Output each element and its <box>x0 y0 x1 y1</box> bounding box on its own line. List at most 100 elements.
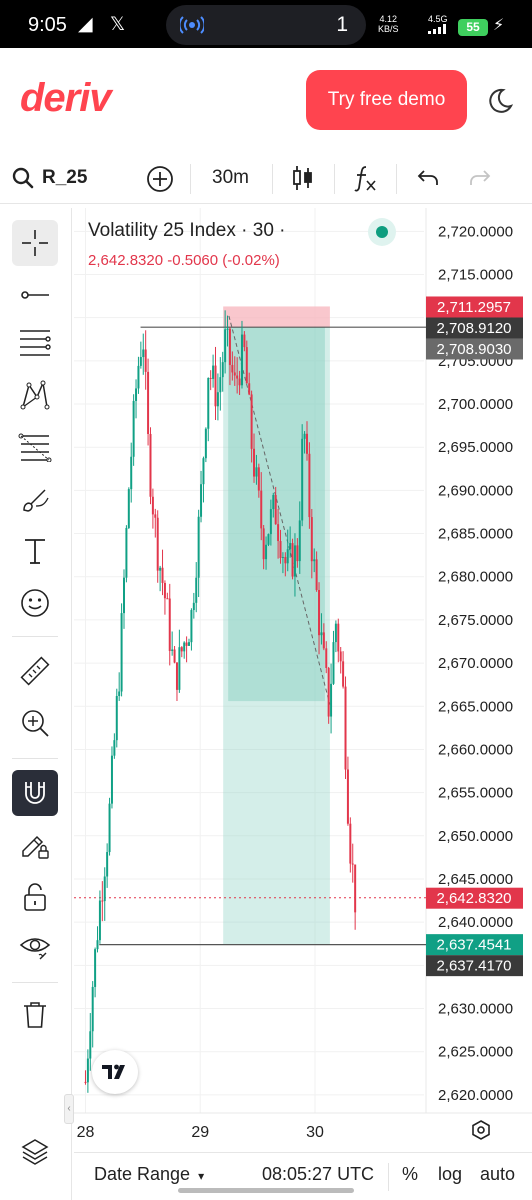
candle-body <box>96 940 99 950</box>
auto-scale-toggle[interactable]: auto <box>480 1164 516 1184</box>
price-label-box <box>426 955 523 977</box>
try-free-demo-button[interactable]: Try free demo <box>306 70 467 130</box>
candle-body <box>135 388 138 401</box>
candle-body <box>286 549 289 564</box>
candle-body <box>279 541 282 558</box>
candle-body <box>257 467 260 491</box>
price-label: 2,642.8320 <box>436 890 511 907</box>
candle-body <box>86 1058 89 1083</box>
y-tick-label: 2,675.0000 <box>438 612 513 629</box>
chart-settings-icon[interactable] <box>470 1119 492 1141</box>
candle-body <box>281 556 284 558</box>
delete-tool[interactable] <box>12 992 58 1038</box>
measure-tool[interactable] <box>12 648 58 694</box>
speed-unit: KB/S <box>378 24 399 34</box>
candle-body <box>84 1081 87 1083</box>
candle-body <box>337 623 340 652</box>
symbol-selector[interactable]: R_25 <box>12 164 87 192</box>
magnet-icon <box>25 782 45 804</box>
rail-divider <box>12 758 58 759</box>
y-tick-label: 2,690.0000 <box>438 482 513 499</box>
parallel-lines-tool[interactable] <box>12 320 58 366</box>
candle-body <box>248 383 251 395</box>
candle-body <box>180 647 183 652</box>
candle-body <box>231 364 234 373</box>
candle-type-icon[interactable] <box>292 164 314 192</box>
redo-icon[interactable] <box>468 168 492 188</box>
y-tick-label: 2,670.0000 <box>438 655 513 672</box>
date-range-button[interactable]: Date Range ▾ <box>94 1164 204 1185</box>
tradingview-logo[interactable] <box>92 1050 138 1094</box>
collapse-rail-button[interactable]: ‹ <box>64 1094 74 1124</box>
network-type: 4.5G <box>428 14 448 24</box>
rail-divider <box>12 636 58 637</box>
candle-body <box>108 803 111 853</box>
indicators-fx-icon[interactable] <box>352 164 378 192</box>
time-axis[interactable]: 28 29 30 <box>77 1124 324 1141</box>
candle-body <box>127 489 130 528</box>
candle-body <box>245 347 248 384</box>
pencil-lock-icon <box>22 835 49 859</box>
unlock-tool[interactable] <box>12 874 58 920</box>
candle-body <box>154 514 157 518</box>
candle-body <box>301 438 304 521</box>
home-indicator <box>178 1188 354 1193</box>
undo-icon[interactable] <box>416 168 440 188</box>
candle-body <box>94 949 97 987</box>
candle-body <box>212 365 215 379</box>
candle-body <box>354 864 357 913</box>
visibility-tool[interactable] <box>12 924 58 970</box>
candle-body <box>351 863 354 865</box>
price-label: 2,708.9120 <box>436 320 511 337</box>
y-tick-label: 2,640.0000 <box>438 914 513 931</box>
emoji-tool[interactable] <box>12 580 58 626</box>
unlock-icon <box>24 883 46 911</box>
candle-body <box>185 642 188 646</box>
smiley-icon <box>21 589 49 617</box>
magnet-tool[interactable] <box>12 770 58 816</box>
percent-scale-toggle[interactable]: % <box>402 1164 419 1184</box>
price-chart[interactable]: 2,720.00002,715.00002,710.00002,705.0000… <box>74 208 532 1152</box>
candle-body <box>147 371 150 434</box>
deriv-logo[interactable]: deriv <box>20 76 112 120</box>
brush-icon <box>23 489 49 512</box>
trend-line-tool[interactable] <box>12 272 58 318</box>
y-tick-label: 2,650.0000 <box>438 828 513 845</box>
candle-body <box>303 433 306 439</box>
brush-tool[interactable] <box>12 476 58 522</box>
candle-body <box>216 392 219 407</box>
y-tick-label: 2,630.0000 <box>438 1001 513 1018</box>
fib-tool[interactable] <box>12 424 58 470</box>
zoom-tool[interactable] <box>12 700 58 746</box>
candle-body <box>130 456 133 490</box>
position-tool[interactable] <box>223 306 330 945</box>
text-tool[interactable] <box>12 528 58 574</box>
add-indicator-icon[interactable] <box>146 165 174 193</box>
x-tick-label: 30 <box>306 1124 324 1141</box>
candle-body <box>91 986 94 1032</box>
candle-body <box>207 377 210 429</box>
lock-drawing-tool[interactable] <box>12 822 58 868</box>
pattern-tool[interactable] <box>12 372 58 418</box>
candle-body <box>298 520 301 562</box>
candle-body <box>342 661 345 687</box>
candle-body <box>103 876 106 902</box>
dynamic-island-pill[interactable]: 1 <box>166 5 366 45</box>
crosshair-tool[interactable] <box>12 220 58 266</box>
toolbar-divider <box>396 164 397 194</box>
candle-body <box>139 357 142 366</box>
drawing-lines[interactable] <box>74 315 426 946</box>
candle-body <box>151 496 154 515</box>
price-axis[interactable]: 2,720.00002,715.00002,710.00002,705.0000… <box>426 223 523 1104</box>
utc-clock[interactable]: 08:05:27 UTC <box>262 1164 375 1184</box>
interval-selector[interactable]: 30m <box>212 167 249 188</box>
candle-body <box>173 649 176 663</box>
bottom-divider <box>388 1163 389 1191</box>
text-icon <box>25 539 45 564</box>
candle-body <box>115 695 118 741</box>
object-tree-tool[interactable] <box>12 1128 58 1174</box>
price-label-box <box>426 296 523 318</box>
toolbar-divider <box>334 164 335 194</box>
moon-icon[interactable] <box>487 88 513 114</box>
log-scale-toggle[interactable]: log <box>438 1164 463 1184</box>
